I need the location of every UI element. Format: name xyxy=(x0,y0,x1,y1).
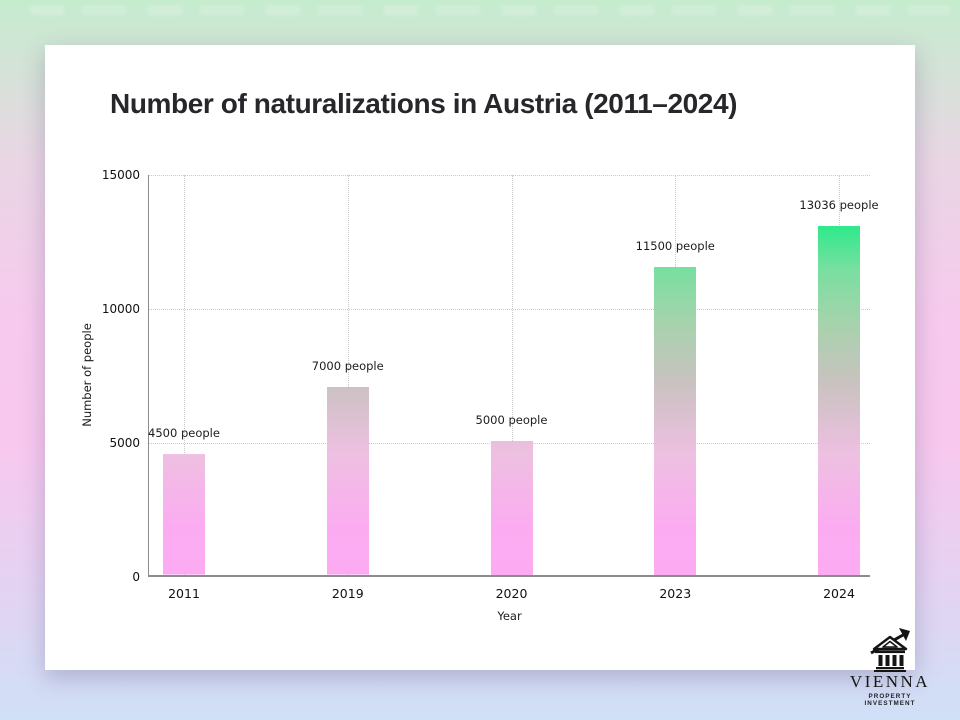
bar-value-label-2019: 7000 people xyxy=(311,359,384,374)
brand-logo: VIENNA PROPERTY INVESTMENT xyxy=(843,626,937,707)
bar-value-label-2020: 5000 people xyxy=(475,413,548,427)
y-tick-label-15000: 15000 xyxy=(101,168,140,182)
bar-2024 xyxy=(818,225,860,575)
slide-card: Number of naturalizations in Austria (20… xyxy=(45,45,915,670)
x-tick-label-2019: 2019 xyxy=(331,586,364,601)
bar-2023 xyxy=(654,266,697,575)
bar-2019 xyxy=(326,387,369,575)
bar-value-label-2023: 11500 people xyxy=(635,238,715,253)
v-gridline-2011 xyxy=(184,175,185,575)
v-gridline-2019 xyxy=(347,175,349,575)
bar-chart-plot-area: Number of people Year 0 5000 10000 15000 450… xyxy=(80,168,879,623)
bar-value-label-2024: 13036 people xyxy=(799,197,879,212)
y-tick-label-5000: 5000 xyxy=(109,436,140,450)
h-gridline-10000 xyxy=(149,309,870,310)
watermark-strip xyxy=(30,5,950,15)
chart-title: Number of naturalizations in Austria (20… xyxy=(110,88,738,119)
bar-2020 xyxy=(490,441,533,575)
brand-tagline: PROPERTY INVESTMENT xyxy=(864,692,916,707)
y-tick-label-0: 0 xyxy=(132,570,140,584)
x-axis-title: Year xyxy=(497,609,522,623)
v-gridline-2020 xyxy=(511,175,513,575)
bar-value-label-2011: 4500 people xyxy=(148,426,220,441)
x-tick-label-2023: 2023 xyxy=(659,586,692,601)
bank-building-arrow-icon xyxy=(870,628,910,672)
y-axis-title: Number of people xyxy=(80,323,94,427)
x-tick-label-2024: 2024 xyxy=(823,586,855,601)
h-gridline-15000 xyxy=(149,175,870,176)
x-tick-label-2011: 2011 xyxy=(168,586,200,601)
x-tick-label-2020: 2020 xyxy=(495,586,528,601)
bar-2011 xyxy=(163,454,205,575)
brand-name: VIENNA xyxy=(849,672,931,691)
y-tick-label-10000: 10000 xyxy=(101,302,140,316)
